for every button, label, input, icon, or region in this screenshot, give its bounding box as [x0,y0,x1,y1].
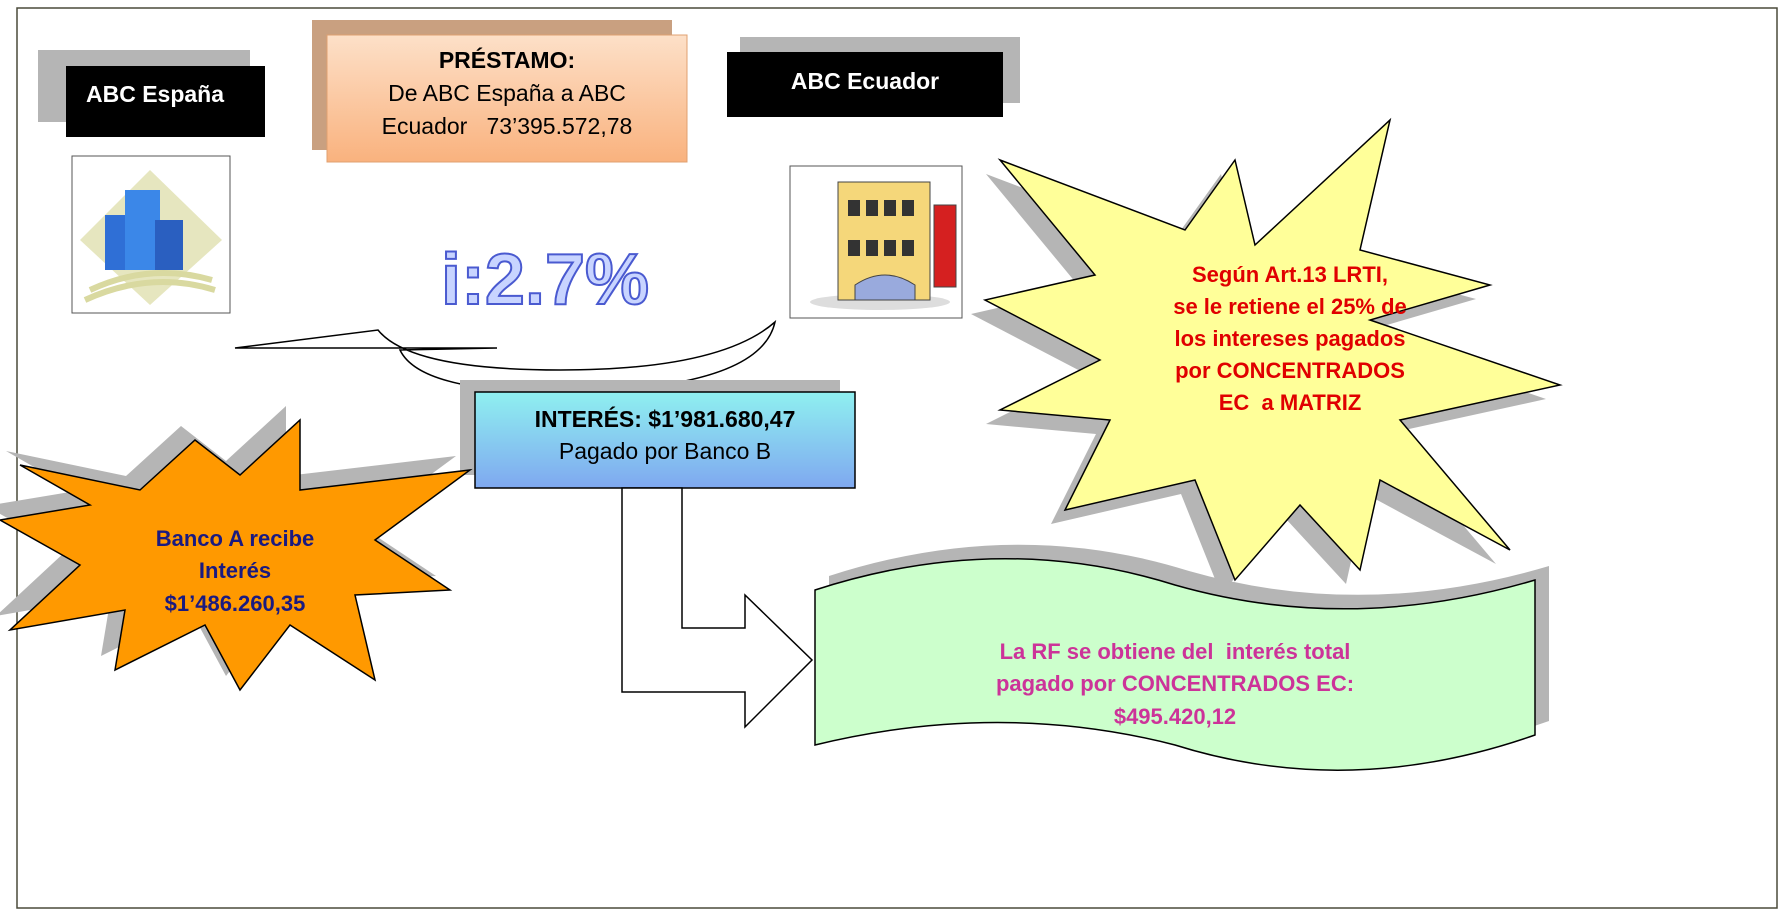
label: Pagado por Banco B [559,438,771,464]
label: La RF se obtiene del interés total [1000,639,1351,664]
label: De ABC España a ABC [388,80,626,106]
hotel-icon [789,165,963,319]
label: Según Art.13 LRTI, [1192,262,1388,287]
building-icon [71,155,231,314]
banner [814,558,1536,771]
box [326,34,688,163]
label: Ecuador 73’395.572,78 [382,113,633,139]
label: ABC España [86,81,224,107]
label: $1’486.260,35 [165,591,306,616]
label: se le retiene el 25% de [1173,294,1407,319]
label: PRÉSTAMO: [439,46,575,73]
label: por CONCENTRADOS [1175,358,1405,383]
starburst [0,418,473,692]
rate: i:2.7% [441,240,649,320]
label: ABC Ecuador [791,68,939,94]
bent-arrow [621,487,814,729]
label: pagado por CONCENTRADOS EC: [996,671,1354,696]
label: Banco A recibe [156,526,315,551]
box [474,391,856,489]
label: INTERÉS: $1’981.680,47 [535,405,796,432]
frame [16,7,1778,909]
starburst [982,117,1563,582]
box [727,52,1003,117]
label: $495.420,12 [1114,704,1236,729]
label: los intereses pagados [1174,326,1405,351]
box [66,66,265,137]
label: EC a MATRIZ [1219,390,1362,415]
label: Interés [199,558,271,583]
